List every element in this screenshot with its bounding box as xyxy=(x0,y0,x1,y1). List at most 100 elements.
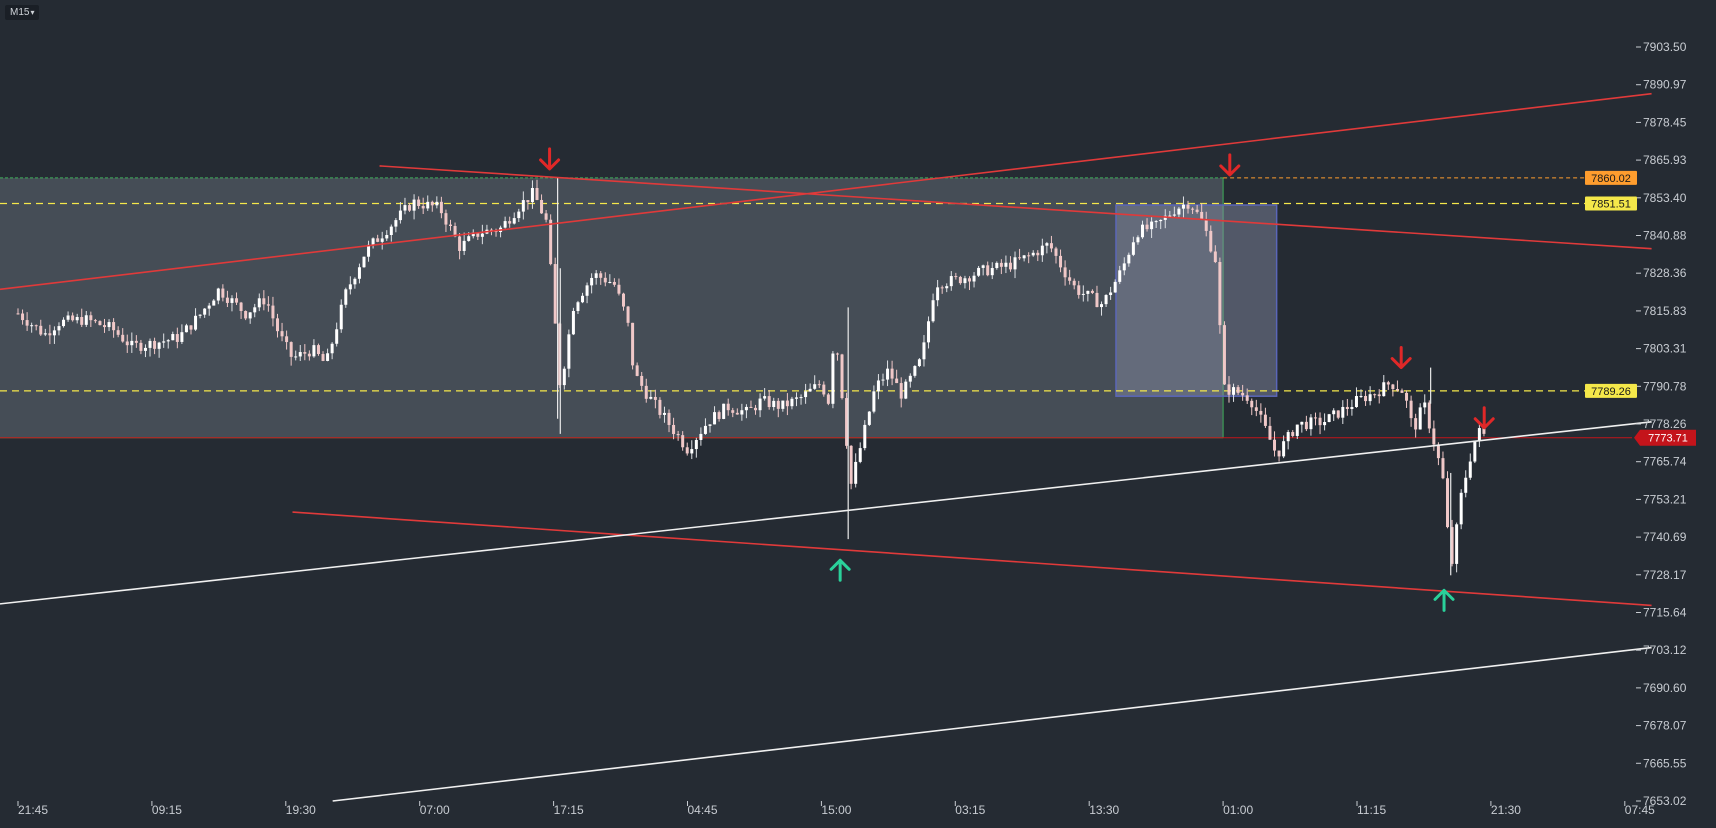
price-label: 7851.51 xyxy=(1585,196,1637,211)
candle-body xyxy=(717,412,721,419)
candle-body xyxy=(1446,478,1450,528)
candle-body xyxy=(471,232,475,237)
candle-body xyxy=(1195,209,1199,212)
candle-body xyxy=(790,398,794,407)
candle-body xyxy=(1031,252,1035,256)
candle-body xyxy=(576,302,580,312)
candle-body xyxy=(1213,251,1217,263)
candle-body xyxy=(16,313,20,315)
red-trendline[interactable] xyxy=(379,165,1652,250)
candle-body xyxy=(521,200,525,212)
candle-body xyxy=(913,366,917,376)
candle-body xyxy=(990,268,994,276)
candle-body xyxy=(1304,421,1308,430)
candle-body xyxy=(321,354,325,361)
candle-body xyxy=(1386,382,1390,385)
y-tick-label: 7890.97 xyxy=(1643,78,1687,92)
candle-body xyxy=(408,205,412,211)
candle-body xyxy=(266,304,270,306)
candle-body xyxy=(713,412,717,425)
candle-body xyxy=(904,381,908,399)
candle-body xyxy=(121,334,125,342)
price-label-text: 7789.26 xyxy=(1591,386,1631,398)
candle-body xyxy=(1455,524,1459,564)
candle-body xyxy=(1459,492,1463,525)
candle-body xyxy=(316,345,320,355)
candle-body xyxy=(1364,395,1368,402)
candle-body xyxy=(1414,418,1418,430)
white-trendline[interactable] xyxy=(332,646,1652,802)
candle-body xyxy=(658,399,662,415)
candle-body xyxy=(1163,215,1167,220)
candle-body xyxy=(526,200,530,203)
candle-body xyxy=(34,325,38,327)
candle-body xyxy=(967,278,971,282)
candle-body xyxy=(649,396,653,399)
candle-body xyxy=(153,340,157,349)
candle-body xyxy=(690,449,694,454)
candle-body xyxy=(612,281,616,285)
white-trendline[interactable] xyxy=(0,420,1652,605)
candle-body xyxy=(999,262,1003,267)
candle-body xyxy=(1373,394,1377,396)
timeframe-selector[interactable]: M15▾ xyxy=(5,5,40,20)
candle-body xyxy=(1350,407,1354,410)
candle-body xyxy=(1127,254,1131,264)
candle-body xyxy=(603,277,607,283)
y-tick-label: 7803.31 xyxy=(1643,342,1687,356)
candle-body xyxy=(540,199,544,214)
candle-body xyxy=(1423,402,1427,408)
red-trendline[interactable] xyxy=(0,92,1652,291)
candle-body xyxy=(1045,243,1049,246)
candle-body xyxy=(1113,281,1117,293)
y-tick-label: 7778.26 xyxy=(1643,417,1687,431)
y-tick-label: 7703.12 xyxy=(1643,643,1687,657)
candle-body xyxy=(307,353,311,357)
candle-body xyxy=(285,336,289,343)
candle-body xyxy=(198,314,202,316)
candle-body xyxy=(362,256,366,268)
candle-body xyxy=(849,445,853,484)
y-tick-label: 7665.55 xyxy=(1643,756,1687,770)
candle-body xyxy=(927,321,931,343)
candle-body xyxy=(963,278,967,284)
candle-body xyxy=(439,201,443,214)
candle-body xyxy=(1309,417,1313,430)
price-label-bg xyxy=(1585,383,1637,398)
candle-body xyxy=(1482,428,1486,434)
candle-body xyxy=(840,354,844,399)
highlight-box[interactable] xyxy=(1115,204,1278,397)
candle-body xyxy=(1341,406,1345,418)
candle-body xyxy=(448,224,452,226)
candle-body xyxy=(986,265,990,276)
candle-body xyxy=(125,341,129,346)
range-rectangle[interactable] xyxy=(0,177,1224,438)
candle-body xyxy=(107,322,111,328)
candle-body xyxy=(817,384,821,386)
candle-body xyxy=(872,391,876,412)
y-tick-label: 7765.74 xyxy=(1643,455,1687,469)
candle-body xyxy=(130,340,134,346)
candle-body xyxy=(326,353,330,361)
y-tick-label: 7728.17 xyxy=(1643,568,1687,582)
candle-body xyxy=(854,461,858,484)
candle-body xyxy=(1104,295,1108,305)
candle-body xyxy=(1072,280,1076,286)
candle-body xyxy=(257,298,261,308)
candle-body xyxy=(398,210,402,221)
chevron-down-icon: ▾ xyxy=(30,8,35,17)
candle-body xyxy=(754,407,758,411)
x-tick-label: 09:15 xyxy=(152,803,182,817)
candle-body xyxy=(772,400,776,408)
candle-body xyxy=(476,232,480,237)
candle-body xyxy=(1409,400,1413,419)
candle-body xyxy=(672,424,676,435)
candle-body xyxy=(444,213,448,225)
red-trendline[interactable] xyxy=(292,511,1652,607)
candle-body xyxy=(740,410,744,415)
y-tick-label: 7753.21 xyxy=(1643,492,1687,506)
candle-body xyxy=(480,233,484,237)
y-tick-label: 7878.45 xyxy=(1643,115,1687,129)
